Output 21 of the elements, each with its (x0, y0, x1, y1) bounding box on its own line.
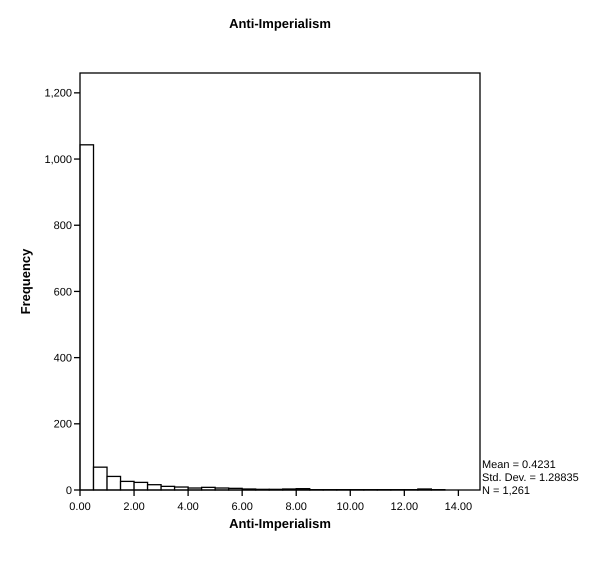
y-tick-label: 200 (54, 418, 72, 431)
chart-title: Anti-Imperialism (229, 16, 331, 31)
text: Mean = 0.4231 (482, 459, 556, 471)
x-tick-label: 0.00 (69, 501, 91, 513)
y-axis-title: Frequency (18, 248, 33, 314)
x-tick-label: 14.00 (444, 501, 472, 513)
x-tick-label: 4.00 (177, 501, 199, 513)
x-tick-label: 2.00 (123, 501, 145, 513)
x-tick-label: 6.00 (231, 501, 253, 513)
text: N = 1,261 (482, 485, 530, 497)
y-tick-label: 1,000 (44, 154, 72, 166)
y-tick-label: 1,200 (44, 88, 72, 100)
x-tick-label: 8.00 (286, 501, 307, 513)
x-axis-title: Anti-Imperialism (229, 516, 331, 531)
x-tick-label: 12.00 (390, 501, 418, 513)
y-tick-label: 400 (54, 352, 72, 364)
y-tick-label: 0 (66, 484, 72, 497)
y-tick-label: 800 (54, 220, 72, 232)
text: Std. Dev. = 1.28835 (482, 472, 579, 484)
x-tick-label: 10.00 (336, 501, 364, 513)
y-tick-label: 600 (54, 286, 72, 298)
